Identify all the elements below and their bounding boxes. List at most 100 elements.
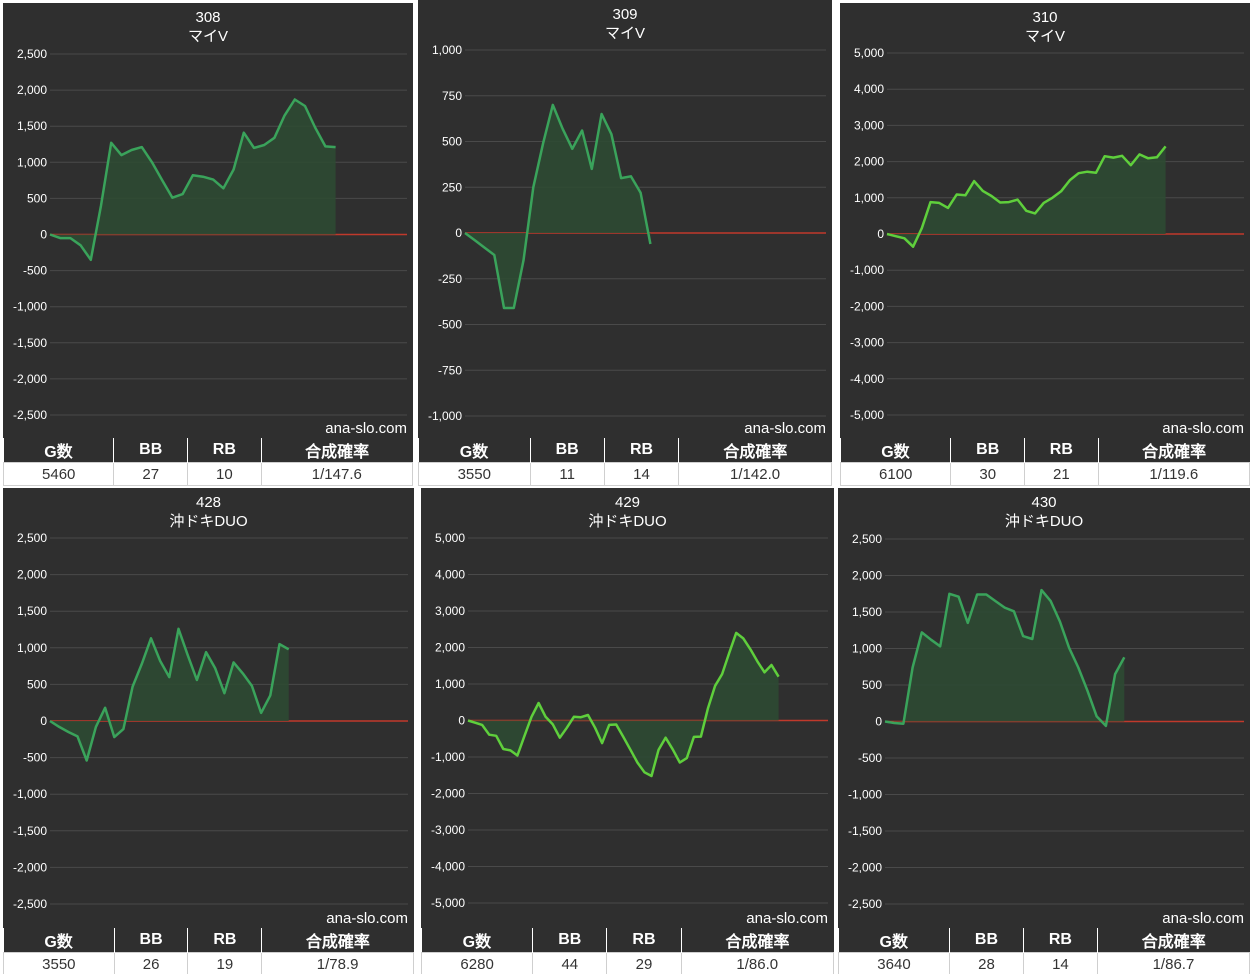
table-header: RB	[1024, 438, 1099, 463]
machine-number: 430	[1031, 494, 1056, 511]
machine-name: マイV	[605, 25, 645, 42]
table-header: RB	[187, 928, 263, 953]
machine-number: 429	[615, 494, 640, 511]
y-tick-label: 1,000	[852, 642, 882, 656]
stat-probability: 1/142.0	[678, 462, 832, 486]
stat-games: 3640	[838, 952, 950, 974]
chart-container: 430 沖ドキDUO 2,500 2,000 1,500 1,000 500 0 -500 -1,…	[838, 488, 1250, 928]
stat-probability: 1/119.6	[1097, 462, 1251, 486]
stats-table: G数 BB RB 合成確率 3550 26 19 1/78.9	[3, 928, 414, 974]
y-tick-label: 3,000	[435, 604, 465, 618]
table-header: BB	[532, 928, 608, 953]
machine-number: 310	[1032, 9, 1057, 26]
slump-chart: 430 沖ドキDUO 2,500 2,000 1,500 1,000 500 0 -500 -1,…	[848, 494, 1244, 927]
y-tick-label: -5,000	[850, 408, 884, 422]
slump-line	[49, 627, 290, 762]
chart-container: 428 沖ドキDUO 2,500 2,000 1,500 1,000 500 0 -500 -1,…	[3, 488, 414, 928]
slump-line	[884, 588, 1126, 728]
y-tick-label: 2,000	[852, 569, 882, 583]
machine-name: マイV	[1025, 28, 1065, 45]
table-header-row: G数 BB RB 合成確率	[418, 438, 832, 463]
stat-probability: 1/86.7	[1096, 952, 1251, 974]
stats-table: G数 BB RB 合成確率 6280 44 29 1/86.0	[420, 928, 835, 974]
y-tick-label: 250	[442, 180, 462, 194]
y-tick-label: -4,000	[850, 372, 884, 386]
area-fill	[468, 632, 779, 776]
stat-games: 6280	[420, 952, 534, 974]
slump-chart: 308 マイV 2,500 2,000 1,500 1,000 500 0 -500 -1,000…	[13, 9, 407, 437]
table-header: 合成確率	[261, 438, 413, 463]
stat-games: 3550	[418, 462, 531, 486]
y-tick-label: -2,000	[431, 787, 465, 801]
table-header-row: G数 BB RB 合成確率	[421, 928, 834, 953]
machine-number: 308	[195, 9, 220, 26]
y-tick-label: -1,500	[13, 824, 47, 838]
y-tick-label: 1,000	[17, 641, 47, 655]
stat-bb: 30	[950, 462, 1026, 486]
stat-rb: 10	[187, 462, 262, 486]
y-tick-label: -1,000	[850, 263, 884, 277]
y-tick-label: 2,500	[17, 47, 47, 61]
watermark: ana-slo.com	[326, 910, 408, 927]
table-header: G数	[418, 438, 531, 463]
stats-table: G数 BB RB 合成確率 3550 11 14 1/142.0	[418, 438, 832, 486]
machine-number: 428	[196, 494, 221, 511]
table-header: G数	[3, 928, 115, 953]
machine-name: 沖ドキDUO	[169, 513, 247, 530]
table-header: BB	[114, 928, 189, 953]
table-header: G数	[840, 438, 952, 463]
chart-container: 310 マイV 5,000 4,000 3,000 2,000 1,000 0 -1,000 -2…	[840, 3, 1250, 438]
table-header: BB	[950, 438, 1026, 463]
area-fill	[885, 590, 1125, 726]
slump-line	[886, 145, 1167, 248]
y-tick-label: 0	[877, 227, 884, 241]
machine-number: 309	[612, 6, 637, 23]
y-tick-label: 4,000	[435, 568, 465, 582]
y-tick-label: -1,000	[13, 300, 47, 314]
slump-chart: 428 沖ドキDUO 2,500 2,000 1,500 1,000 500 0 -500 -1,…	[13, 494, 408, 927]
y-tick-label: -1,000	[431, 750, 465, 764]
stat-rb: 14	[1022, 952, 1098, 974]
machine-name: マイV	[188, 28, 228, 45]
watermark: ana-slo.com	[1162, 910, 1244, 927]
y-tick-label: 1,000	[17, 155, 47, 169]
table-header: G数	[421, 928, 534, 953]
area-fill	[887, 146, 1166, 247]
y-tick-label: -2,500	[13, 408, 47, 422]
table-header: 合成確率	[261, 928, 414, 953]
slump-chart: 310 マイV 5,000 4,000 3,000 2,000 1,000 0 -1,000 -2…	[850, 9, 1244, 437]
table-row: 5460 27 10 1/147.6	[2, 462, 414, 486]
table-row: 3640 28 14 1/86.7	[838, 952, 1251, 974]
y-tick-label: 2,000	[435, 641, 465, 655]
stat-bb: 11	[529, 462, 605, 486]
table-header: 合成確率	[1098, 438, 1250, 463]
y-tick-label: 1,000	[432, 43, 462, 57]
stat-bb: 44	[532, 952, 608, 974]
y-tick-label: -2,500	[848, 897, 882, 911]
slump-line	[49, 98, 336, 262]
y-tick-label: 0	[455, 226, 462, 240]
y-tick-label: -2,000	[848, 861, 882, 875]
y-tick-label: -500	[858, 751, 882, 765]
table-header: 合成確率	[681, 928, 834, 953]
y-tick-label: -2,000	[13, 372, 47, 386]
table-row: 3550 26 19 1/78.9	[3, 952, 414, 974]
y-tick-label: 500	[27, 191, 47, 205]
stat-bb: 27	[113, 462, 189, 486]
table-header: RB	[604, 438, 680, 463]
y-tick-label: 2,000	[17, 83, 47, 97]
y-tick-label: -2,000	[13, 860, 47, 874]
machine-name: 沖ドキDUO	[1005, 513, 1083, 530]
stat-probability: 1/78.9	[261, 952, 414, 974]
watermark: ana-slo.com	[746, 910, 828, 927]
y-tick-label: -1,000	[848, 788, 882, 802]
stats-table: G数 BB RB 合成確率 6100 30 21 1/119.6	[839, 438, 1251, 486]
table-header-row: G数 BB RB 合成確率	[3, 928, 414, 953]
table-header: BB	[949, 928, 1024, 953]
stat-rb: 14	[603, 462, 680, 486]
stat-bb: 28	[948, 952, 1024, 974]
y-tick-label: -2,000	[850, 299, 884, 313]
watermark: ana-slo.com	[744, 420, 826, 437]
y-tick-label: 0	[875, 715, 882, 729]
y-tick-label: 2,000	[17, 568, 47, 582]
